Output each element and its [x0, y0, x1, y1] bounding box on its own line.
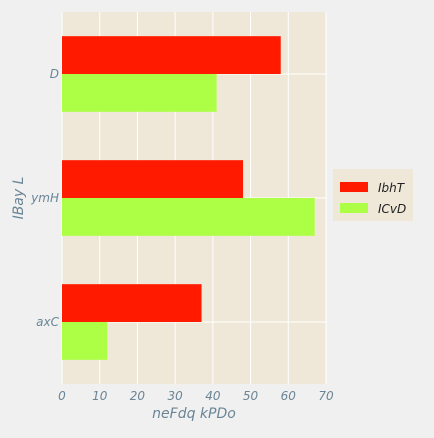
bar-icvd-axc — [62, 322, 108, 360]
x-tick-label: 20 — [130, 389, 146, 403]
x-tick-label: 0 — [58, 389, 66, 403]
legend-swatch-icvd — [340, 203, 368, 213]
y-tick-labels: axC ymH D — [30, 67, 59, 329]
bar-icvd-ymh — [62, 198, 315, 236]
legend-label-icvd: ICvD — [378, 202, 406, 216]
x-axis-title: neFdq kPDo — [152, 406, 236, 422]
x-tick-label: 40 — [205, 389, 221, 403]
x-tick-label: 10 — [92, 389, 108, 403]
bars — [62, 36, 315, 360]
bar-ibht-d — [62, 36, 281, 74]
y-tick-label: D — [50, 67, 59, 81]
legend-label-ibht: IbhT — [378, 181, 406, 195]
x-tick-label: 50 — [243, 389, 259, 403]
x-tick-label: 60 — [281, 389, 297, 403]
bar-icvd-d — [62, 74, 217, 112]
x-tick-labels: 0 10 20 30 40 50 60 70 — [58, 389, 334, 403]
y-tick-label: ymH — [30, 191, 59, 205]
y-axis-title: IBay L — [11, 177, 27, 220]
legend: IbhT ICvD — [333, 169, 413, 221]
x-tick-label: 70 — [318, 389, 334, 403]
x-tick-label: 30 — [168, 389, 184, 403]
y-tick-label: axC — [36, 315, 59, 329]
bar-ibht-ymh — [62, 160, 244, 198]
legend-swatch-ibht — [340, 182, 368, 192]
bar-ibht-axc — [62, 284, 202, 322]
